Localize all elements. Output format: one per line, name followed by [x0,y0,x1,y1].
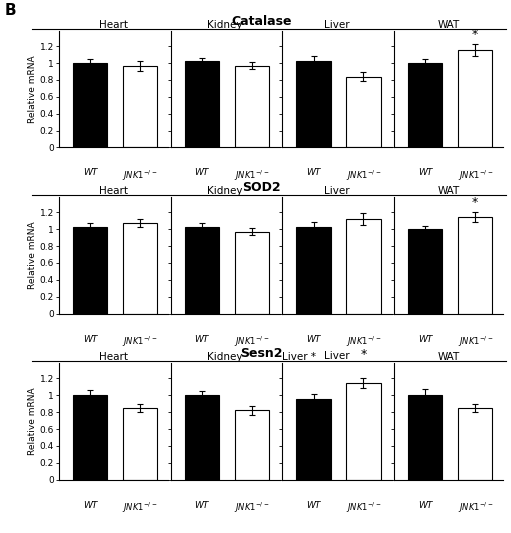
Bar [235,66,269,148]
Title: WAT: WAT [437,186,460,196]
Title: Heart: Heart [99,352,128,362]
Bar [73,228,107,313]
Text: WT: WT [195,500,209,510]
Bar [184,395,219,480]
Bar [123,408,157,480]
Bar [408,63,443,148]
Text: Liver *: Liver * [283,352,316,362]
Text: SOD2: SOD2 [242,181,281,194]
Bar [296,61,331,148]
Text: $JNK1^{-/-}$: $JNK1^{-/-}$ [234,335,269,349]
Bar [73,63,107,148]
Bar [235,232,269,313]
Text: WT: WT [195,168,209,177]
Bar [296,227,331,313]
Bar [123,67,157,148]
Bar [346,383,381,480]
Y-axis label: Relative mRNA: Relative mRNA [28,222,37,289]
Bar [235,410,269,480]
Text: WT: WT [307,168,321,177]
Title: Liver: Liver [324,20,350,30]
Bar [346,77,381,148]
Bar [408,229,443,313]
Text: $JNK1^{-/-}$: $JNK1^{-/-}$ [346,168,381,183]
Text: WT: WT [307,335,321,344]
Bar [123,223,157,313]
Title: Liver: Liver [324,186,350,196]
Bar [184,61,219,148]
Text: Catalase: Catalase [231,15,292,28]
Text: $JNK1^{-/-}$: $JNK1^{-/-}$ [457,168,493,183]
Title: WAT: WAT [437,352,460,362]
Text: Sesn2: Sesn2 [240,348,283,360]
Title: Kidney: Kidney [207,186,243,196]
Text: *: * [361,348,367,361]
Text: WT: WT [83,335,97,344]
Text: $JNK1^{-/-}$: $JNK1^{-/-}$ [346,335,381,349]
Text: $JNK1^{-/-}$: $JNK1^{-/-}$ [457,335,493,349]
Title: Kidney: Kidney [207,352,243,362]
Text: $JNK1^{-/-}$: $JNK1^{-/-}$ [122,500,157,515]
Text: WT: WT [418,500,432,510]
Text: WT: WT [418,335,432,344]
Title: Heart: Heart [99,186,128,196]
Text: WT: WT [83,500,97,510]
Bar [73,395,107,480]
Text: Liver: Liver [324,351,350,361]
Text: WT: WT [307,500,321,510]
Text: $JNK1^{-/-}$: $JNK1^{-/-}$ [457,500,493,515]
Text: WT: WT [83,168,97,177]
Text: $JNK1^{-/-}$: $JNK1^{-/-}$ [122,168,157,183]
Bar [458,217,493,313]
Bar [458,408,493,480]
Title: WAT: WAT [437,20,460,30]
Bar [458,50,493,148]
Title: Kidney: Kidney [207,20,243,30]
Text: B: B [5,3,17,18]
Text: WT: WT [195,335,209,344]
Title: Heart: Heart [99,20,128,30]
Bar [296,399,331,480]
Bar [184,227,219,313]
Text: WT: WT [418,168,432,177]
Text: $JNK1^{-/-}$: $JNK1^{-/-}$ [122,335,157,349]
Text: $JNK1^{-/-}$: $JNK1^{-/-}$ [346,500,381,515]
Text: *: * [472,28,478,41]
Text: $JNK1^{-/-}$: $JNK1^{-/-}$ [234,168,269,183]
Y-axis label: Relative mRNA: Relative mRNA [28,55,37,123]
Bar [408,395,443,480]
Text: $JNK1^{-/-}$: $JNK1^{-/-}$ [234,500,269,515]
Y-axis label: Relative mRNA: Relative mRNA [28,387,37,455]
Text: *: * [472,196,478,209]
Bar [346,219,381,313]
